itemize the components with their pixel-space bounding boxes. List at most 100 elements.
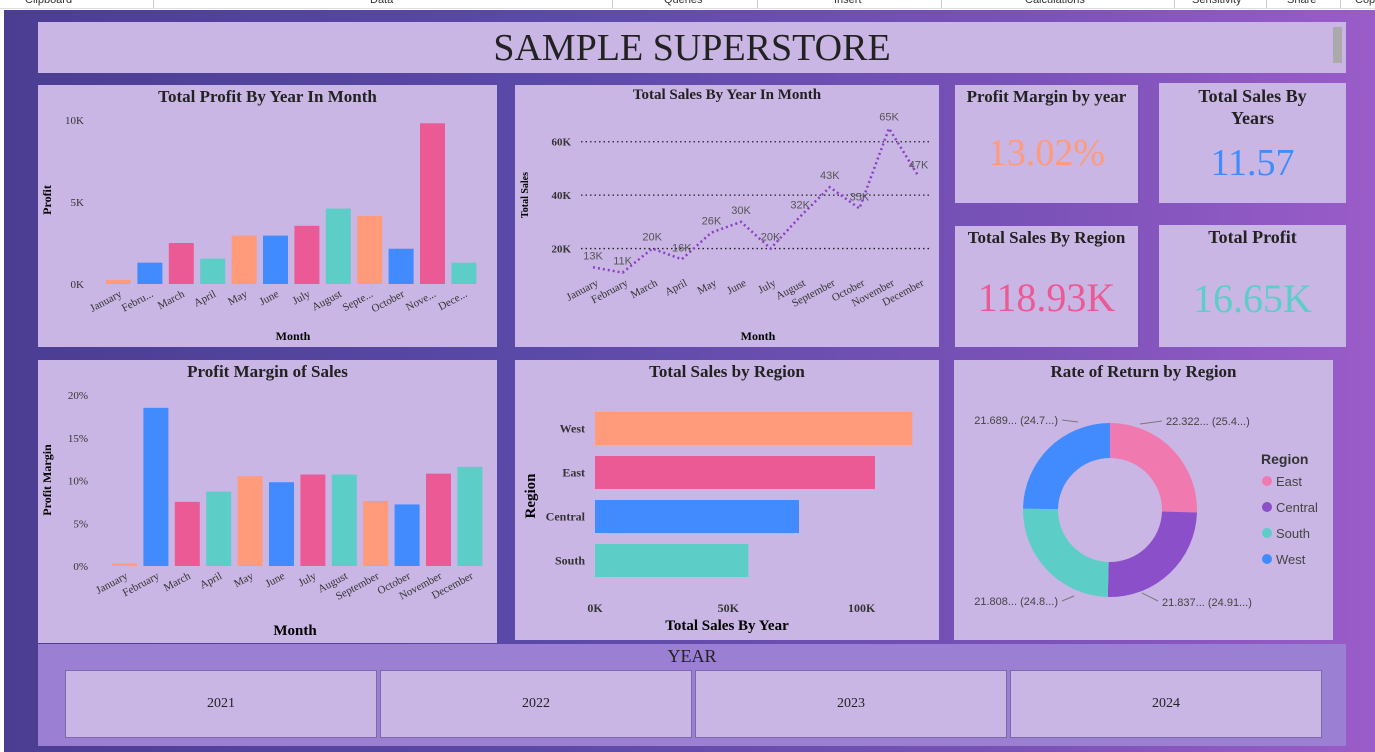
legend-title: Region [1261,451,1308,467]
donut-slice [1023,423,1110,510]
ribbon-bar: Clipboard Data Queries Insert Calculatio… [0,0,1375,9]
kpi-value: 16.65K [1193,276,1312,321]
donut-slice [1107,511,1197,597]
bar [112,563,137,566]
legend-marker [1262,476,1272,486]
bar [294,225,320,284]
ribbon-copilot[interactable]: Cop [1355,0,1375,6]
bar [420,123,445,284]
bar [331,474,357,566]
bar [388,248,414,284]
kpi-value: 118.93K [977,275,1116,320]
legend-item: South [1276,526,1310,541]
x-tick-label: March [156,288,187,312]
slice-label: 21.837... (24.91...) [1162,597,1252,609]
year-2021-button[interactable]: 2021 [65,670,377,738]
kpi-title: Total Profit [1208,227,1297,247]
data-label: 20K [642,232,662,244]
ribbon-sensitivity[interactable]: Sensitivity [1192,0,1242,6]
data-label: 11K [613,256,632,268]
bar [325,208,351,284]
ribbon-data[interactable]: Data [370,0,394,6]
donut-slice [1110,423,1197,513]
data-label: 30K [731,205,751,217]
kpi-profit-margin[interactable]: Profit Margin by year 13.02% [955,85,1138,203]
data-label: 16K [672,242,692,254]
bar [595,456,875,489]
y-tick-label: 0K [71,279,85,291]
y-tick-label: Central [546,510,586,524]
kpi-title: Total Sales By Years [1198,86,1307,128]
scrollbar[interactable] [1333,27,1342,63]
y-axis-label: Total Sales [520,172,531,218]
year-slicer: YEAR 2021 2022 2023 2024 [38,644,1346,746]
y-tick-label: 20K [551,244,571,256]
legend-item: West [1276,552,1306,567]
ribbon-calculations[interactable]: Calculations [1025,0,1085,6]
bar [231,235,257,284]
chart-title: Rate of Return by Region [1050,362,1237,381]
bar [168,243,194,284]
kpi-sales-by-years[interactable]: Total Sales By Years 11.57 [1159,83,1346,203]
bar [426,473,451,566]
profit-margin-chart[interactable]: Profit Margin of Sales Profit Margin Mon… [38,360,497,643]
ribbon-insert[interactable]: Insert [834,0,862,6]
data-label: 32K [790,200,810,212]
data-label: 20K [761,232,781,244]
legend-marker [1262,528,1272,538]
kpi-title: Total Sales By Region [967,228,1126,247]
x-axis-label: Month [273,623,317,639]
chart-title: Profit Margin of Sales [187,362,348,381]
leader-line [1061,419,1079,423]
year-2024-button[interactable]: 2024 [1010,670,1322,738]
sales-by-month-chart[interactable]: Total Sales By Year In Month Total Sales… [515,85,939,347]
x-tick-label: Dece... [436,288,469,313]
y-tick-label: South [555,554,585,568]
x-axis-label: Month [741,329,776,343]
legend-item: East [1276,474,1302,489]
bar [269,482,294,566]
year-2023-button[interactable]: 2023 [695,670,1007,738]
leader-line [1139,420,1163,425]
data-label: 43K [820,170,840,182]
return-by-region-chart[interactable]: Rate of Return by Region Region 22.322..… [954,360,1333,640]
x-tick-label: June [263,570,287,590]
title-banner: SAMPLE SUPERSTORE [38,22,1346,73]
chart-title: Total Profit By Year In Month [158,87,377,106]
legend-marker [1262,554,1272,564]
x-tick-label: May [232,570,256,590]
data-label: 47K [909,159,929,171]
kpi-sales-by-region[interactable]: Total Sales By Region 118.93K [955,226,1138,347]
x-tick-label: August [310,288,344,314]
ribbon-share[interactable]: Share [1287,0,1317,6]
y-axis-label: Region [523,473,539,519]
slice-label: 22.322... (25.4...) [1166,416,1250,428]
y-tick-label: 40K [551,190,571,202]
kpi-value: 13.02% [987,132,1106,174]
kpi-value: 11.57 [1210,142,1295,184]
kpi-total-profit[interactable]: Total Profit 16.65K [1159,225,1346,347]
x-tick-label: May [226,288,250,308]
year-2022-button[interactable]: 2022 [380,670,692,738]
sales-by-region-chart[interactable]: Total Sales by Region Region Total Sales… [515,360,939,640]
x-tick-label: March [162,570,193,594]
y-axis-label: Profit Margin [40,444,54,516]
region-bar-svg: Region Total Sales By Year West East Centr… [523,412,913,634]
profit-by-month-chart[interactable]: Total Profit By Year In Month Profit Mon… [38,85,497,347]
bar [300,474,326,566]
chart-title: Total Sales by Region [649,362,805,381]
legend-item: Central [1276,500,1318,515]
bar [595,412,913,445]
bar [206,491,232,566]
ribbon-clipboard[interactable]: Clipboard [25,0,73,6]
data-label: 35K [850,192,870,204]
chart-title: Total Sales By Year In Month [632,87,822,103]
ribbon-queries[interactable]: Queries [664,0,703,6]
x-tick-label: 50K [718,601,740,615]
x-tick-label: Nove... [404,288,438,314]
y-tick-label: 5K [71,197,85,209]
kpi-title: Profit Margin by year [966,87,1127,106]
x-tick-label: April [198,570,224,592]
slice-label: 21.808... (24.8...) [974,596,1058,608]
x-tick-label: 0K [587,601,603,615]
